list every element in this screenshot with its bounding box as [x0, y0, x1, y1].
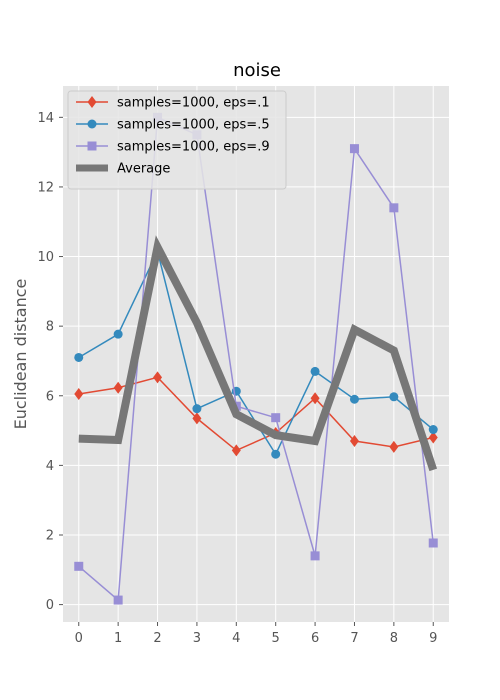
data-point [349, 435, 359, 448]
y-tick-label: 4 [46, 459, 54, 474]
x-tick-label: 6 [311, 631, 319, 646]
x-tick-label: 9 [429, 631, 437, 646]
legend-label: samples=1000, eps=.9 [117, 140, 270, 155]
legend-item: Average [76, 162, 170, 177]
data-point [349, 144, 359, 154]
y-axis-label: Euclidean distance [11, 279, 30, 430]
data-point [192, 412, 202, 425]
data-point [349, 394, 359, 404]
legend-label: Average [117, 162, 170, 177]
legend-box [67, 90, 287, 190]
series-line [78, 235, 438, 472]
x-tick-label: 5 [272, 631, 280, 646]
x-tick-label: 2 [153, 631, 161, 646]
legend-marker [87, 96, 97, 108]
x-axis-ticks: 0 1 2 3 4 5 6 7 8 9 [75, 622, 437, 646]
data-point [74, 561, 84, 571]
data-point [271, 413, 281, 423]
y-tick-label: 12 [37, 180, 54, 195]
series-line [78, 376, 434, 452]
data-point [113, 595, 123, 605]
data-point [310, 392, 320, 405]
legend: samples=1000, eps=.1 samples=1000, eps=.5… [67, 90, 287, 190]
legend-marker [87, 119, 97, 129]
x-tick-label: 0 [75, 631, 83, 646]
data-point [271, 449, 281, 459]
x-tick-label: 3 [193, 631, 201, 646]
y-tick-label: 2 [46, 528, 54, 543]
x-tick-label: 8 [390, 631, 398, 646]
chart-title: noise [233, 60, 281, 81]
y-tick-label: 0 [46, 598, 54, 613]
data-point [310, 366, 320, 376]
data-point [428, 425, 438, 435]
series-layer [74, 112, 438, 605]
y-tick-label: 6 [46, 389, 54, 404]
series-4 [78, 235, 438, 472]
y-tick-label: 14 [37, 111, 54, 126]
data-point [74, 352, 84, 362]
x-tick-label: 4 [232, 631, 240, 646]
data-point [428, 538, 438, 548]
y-axis-ticks: 0 2 4 6 8 10 12 14 [37, 111, 63, 613]
data-point [192, 404, 202, 414]
data-point [428, 431, 438, 444]
legend-item: samples=1000, eps=.1 [76, 96, 270, 111]
data-point [389, 203, 399, 213]
legend-marker [87, 141, 97, 151]
x-tick-label: 7 [350, 631, 358, 646]
legend-label: samples=1000, eps=.5 [117, 118, 270, 133]
data-point [113, 381, 123, 394]
data-point [113, 329, 123, 339]
data-point [310, 551, 320, 561]
data-point [389, 440, 399, 453]
y-tick-label: 10 [37, 250, 54, 265]
x-tick-label: 1 [114, 631, 122, 646]
legend-label: samples=1000, eps=.1 [117, 96, 270, 111]
data-point [74, 388, 84, 401]
y-tick-label: 8 [46, 320, 54, 335]
data-point [153, 371, 163, 384]
data-point [389, 392, 399, 402]
legend-item: samples=1000, eps=.9 [76, 140, 270, 155]
legend-item: samples=1000, eps=.5 [76, 118, 270, 133]
data-point [231, 444, 241, 457]
